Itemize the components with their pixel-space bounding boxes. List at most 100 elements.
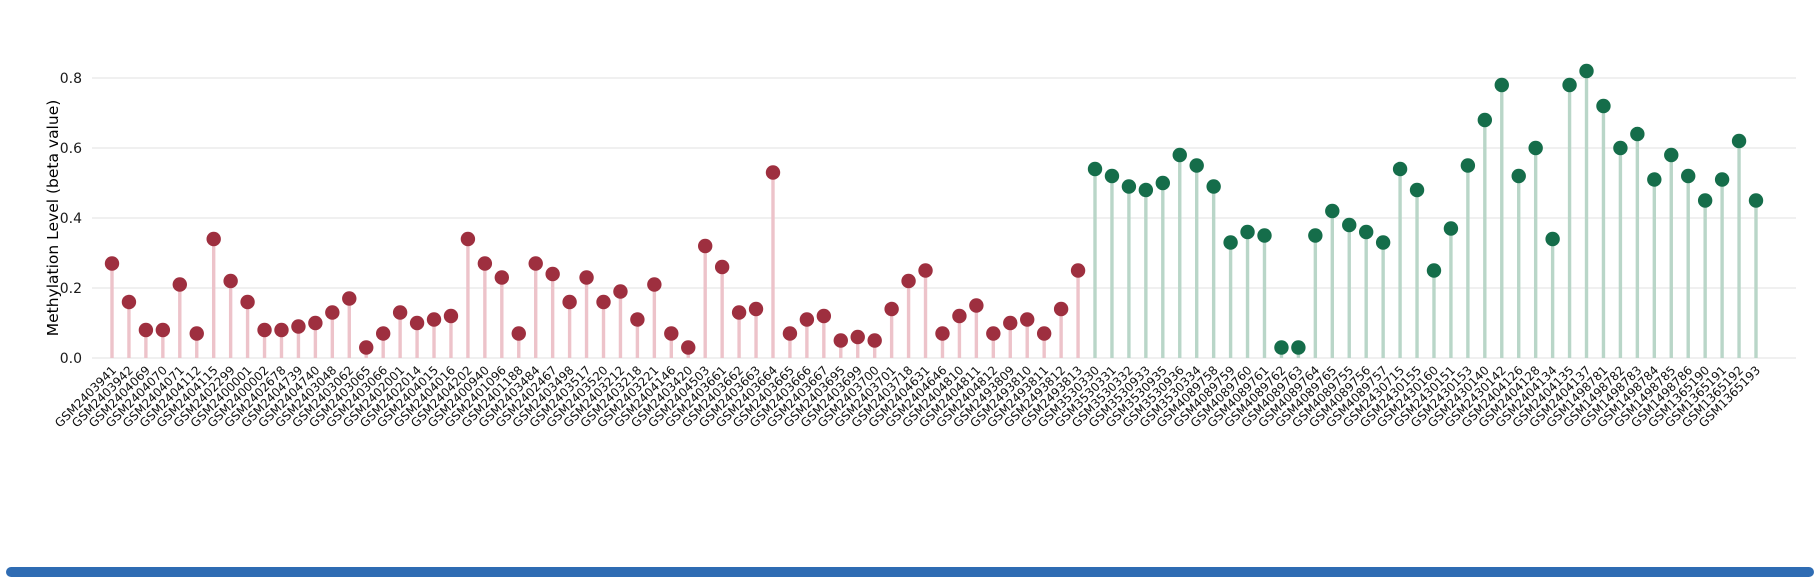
lollipop-dot [833, 333, 848, 348]
lollipop-dot [1409, 182, 1425, 198]
lollipop-dot [375, 326, 391, 341]
horizontal-scrollbar[interactable] [6, 567, 1814, 577]
y-tick-label: 0.4 [60, 211, 82, 227]
lollipop-dot [1223, 235, 1238, 250]
lollipop-dot [443, 308, 459, 324]
lollipop-dot [935, 326, 950, 341]
lollipop-dot [1511, 168, 1526, 184]
lollipop-dot [1358, 224, 1374, 240]
lollipop-dot [1104, 168, 1120, 184]
lollipop-dot [1562, 77, 1577, 93]
lollipop-dot [460, 231, 476, 247]
lollipop-dot [1053, 301, 1069, 317]
lollipop-dot [392, 305, 408, 320]
lollipop-dot [952, 308, 967, 324]
lollipop-dot [1731, 133, 1747, 149]
lollipop-dot [647, 277, 662, 292]
lollipop-dot [1121, 179, 1137, 194]
lollipop-dot [901, 273, 916, 289]
lollipop-dot [359, 340, 374, 355]
lollipop-dot [257, 322, 272, 338]
lollipop-dot [511, 326, 526, 341]
lollipop-dot [1714, 172, 1730, 187]
lollipop-dot [884, 301, 899, 317]
lollipop-dot [223, 273, 238, 289]
y-tick-label: 0.0 [60, 351, 82, 367]
lollipop-dot [1342, 217, 1357, 233]
lollipop-dot [1528, 140, 1543, 156]
lollipop-dot [1375, 235, 1391, 250]
lollipop-dot [206, 231, 221, 247]
lollipop-dot [1257, 228, 1272, 243]
lollipop-dot [969, 298, 984, 313]
lollipop-dot [1003, 315, 1018, 331]
lollipop-dot [630, 312, 645, 327]
lollipop-dot [850, 329, 865, 345]
lollipop-dot [1579, 63, 1594, 79]
lollipop-dot [494, 270, 510, 285]
lollipop-dot [765, 165, 781, 180]
lollipop-dot [240, 294, 255, 310]
lollipop-dot [1664, 147, 1679, 163]
lollipop-dot [138, 322, 154, 338]
lollipop-dot [782, 326, 798, 341]
lollipop-dot [291, 319, 306, 334]
lollipop-dot [1596, 98, 1611, 114]
lollipop-dot [121, 294, 137, 310]
lollipop-dot [1630, 126, 1645, 142]
lollipop-dot [816, 308, 832, 324]
lollipop-dot [1291, 340, 1306, 355]
lollipop-dot [1155, 175, 1171, 191]
lollipop-dot [799, 312, 815, 327]
lollipop-dot [172, 277, 187, 292]
lollipop-dot [1460, 158, 1476, 173]
lollipop-dot [545, 266, 560, 282]
y-tick-label: 0.2 [60, 281, 82, 297]
lollipop-dot [562, 294, 577, 310]
lollipop-dot [1545, 231, 1560, 247]
lollipop-dot [664, 326, 679, 341]
lollipop-dot [1477, 112, 1493, 128]
lollipop-dot [918, 263, 933, 278]
lollipop-dot [308, 315, 323, 331]
lollipop-dot [1189, 158, 1204, 173]
lollipop-dot [104, 256, 120, 271]
lollipop-dot [986, 326, 1001, 341]
lollipop-dot [1308, 228, 1323, 243]
lollipop-dot [1681, 168, 1696, 184]
lollipop-dot [325, 305, 340, 320]
lollipop-dot [1138, 182, 1154, 198]
lollipop-dot [155, 322, 171, 338]
lollipop-dot [714, 259, 730, 275]
lollipop-dot [1613, 140, 1628, 156]
lollipop-dot [1392, 161, 1408, 177]
lollipop-dot [342, 291, 357, 306]
lollipop-dot [1697, 193, 1713, 208]
lollipop-dot [1172, 147, 1187, 163]
lollipop-dot [1325, 203, 1340, 219]
lollipop-dot [731, 305, 747, 320]
lollipop-dot [1443, 221, 1459, 236]
lollipop-dot [579, 270, 594, 285]
lollipop-dot [1748, 193, 1764, 208]
y-tick-label: 0.8 [60, 71, 82, 87]
lollipop-dot [613, 284, 628, 299]
lollipop-dot [1036, 326, 1052, 341]
lollipop-dot [1274, 340, 1289, 355]
lollipop-dot [426, 312, 442, 327]
lollipop-dot [477, 256, 493, 271]
lollipop-dot [596, 294, 611, 310]
lollipop-dot [1494, 77, 1509, 93]
lollipop-dot [697, 238, 713, 254]
lollipop-dot [274, 322, 289, 338]
lollipop-dot [409, 315, 425, 331]
lollipop-dot [748, 301, 764, 317]
lollipop-dot [1087, 161, 1103, 177]
lollipop-dot [1426, 263, 1442, 278]
lollipop-dot [1070, 263, 1086, 278]
lollipop-dot [1647, 172, 1662, 187]
lollipop-dot [681, 340, 696, 355]
